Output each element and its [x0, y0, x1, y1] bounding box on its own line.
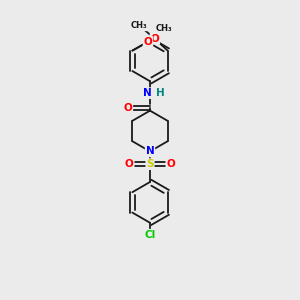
Text: O: O — [124, 103, 132, 113]
Text: O: O — [167, 159, 175, 169]
Text: S: S — [146, 159, 154, 169]
Text: Cl: Cl — [144, 230, 156, 240]
Text: CH₃: CH₃ — [155, 24, 172, 33]
Text: H: H — [156, 88, 165, 98]
Text: O: O — [151, 34, 159, 44]
Text: O: O — [143, 37, 152, 46]
Text: N: N — [146, 146, 154, 156]
Text: O: O — [125, 159, 134, 169]
Text: CH₃: CH₃ — [131, 22, 148, 31]
Text: N: N — [143, 88, 152, 98]
